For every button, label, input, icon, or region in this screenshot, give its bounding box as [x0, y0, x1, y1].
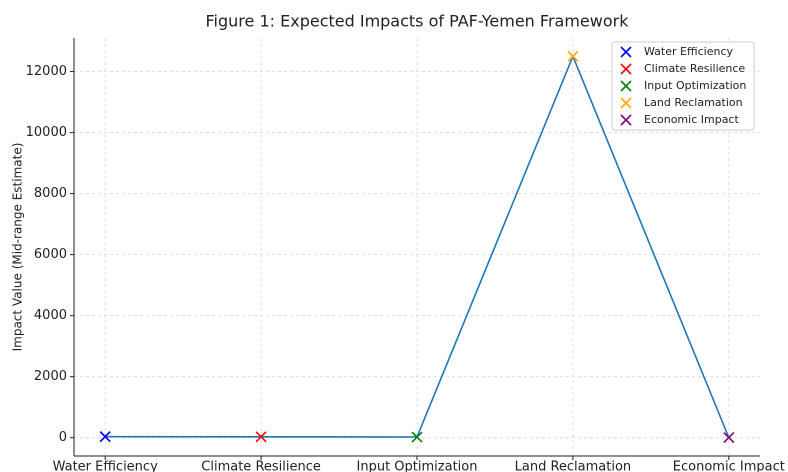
y-axis-label: Impact Value (Mid-range Estimate) — [11, 143, 25, 352]
marker-stroke — [620, 46, 632, 58]
marker — [411, 431, 423, 443]
marker-stroke — [723, 432, 735, 444]
legend-marker — [620, 114, 632, 126]
legend-marker — [620, 97, 632, 109]
marker-stroke — [567, 50, 579, 62]
marker-stroke — [620, 114, 632, 126]
legend-label: Economic Impact — [644, 113, 739, 126]
y-tick-label: 12000 — [26, 64, 67, 79]
legend-label: Land Reclamation — [644, 96, 743, 109]
marker — [567, 50, 579, 62]
legend-marker — [620, 46, 632, 58]
y-tick-label: 8000 — [34, 186, 67, 201]
chart-title: Figure 1: Expected Impacts of PAF-Yemen … — [206, 12, 630, 31]
marker — [723, 432, 735, 444]
legend-marker — [620, 80, 632, 92]
marker-stroke — [411, 431, 423, 443]
marker-stroke — [99, 431, 111, 443]
x-tick-label: Input Optimization — [357, 460, 478, 472]
marker-stroke — [620, 63, 632, 75]
x-tick-label: Economic Impact — [673, 460, 785, 472]
y-tick-label: 10000 — [26, 125, 67, 140]
y-tick-label: 4000 — [34, 308, 67, 323]
marker-stroke — [620, 97, 632, 109]
legend-label: Input Optimization — [644, 79, 746, 92]
marker — [255, 431, 267, 443]
legend-marker — [620, 63, 632, 75]
y-tick-label: 2000 — [34, 369, 67, 384]
legend-box — [611, 41, 755, 131]
y-tick-label: 0 — [59, 430, 67, 445]
marker-stroke — [255, 431, 267, 443]
marker-stroke — [620, 80, 632, 92]
legend-label: Water Efficiency — [644, 45, 733, 58]
y-tick-label: 6000 — [34, 247, 67, 262]
marker — [99, 431, 111, 443]
x-tick-label: Water Efficiency — [53, 460, 158, 472]
x-tick-label: Climate Resilience — [201, 460, 321, 472]
legend-label: Climate Resilience — [644, 62, 745, 75]
x-tick-label: Land Reclamation — [515, 460, 632, 472]
